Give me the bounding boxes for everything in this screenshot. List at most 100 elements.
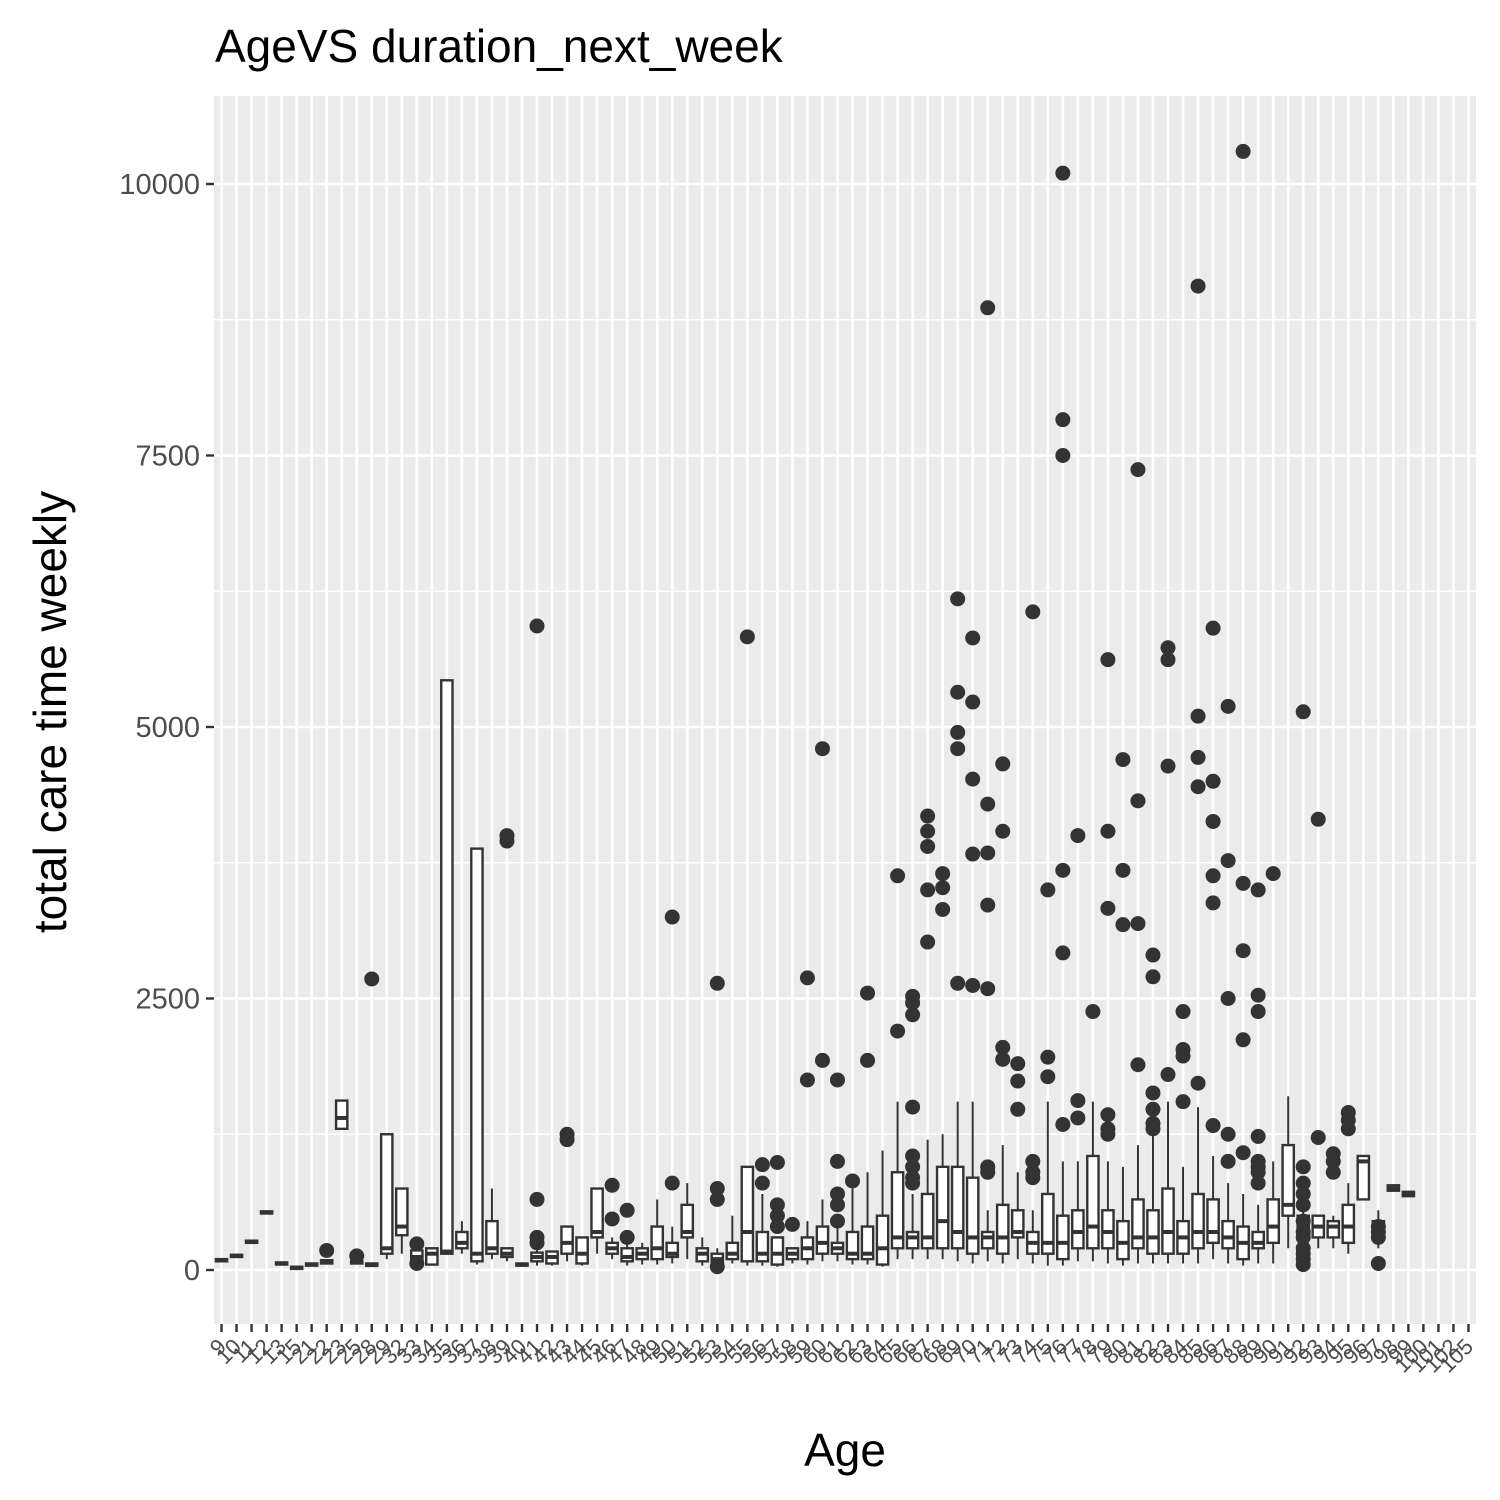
outlier-point bbox=[1115, 862, 1131, 878]
plot-panel bbox=[214, 96, 1476, 1324]
outlier-point bbox=[1070, 828, 1086, 844]
box-body bbox=[725, 1241, 740, 1261]
box-body bbox=[665, 1241, 680, 1259]
box-body bbox=[1010, 1209, 1025, 1239]
outlier-point bbox=[1025, 1153, 1041, 1169]
box-body bbox=[755, 1230, 770, 1263]
box-51 bbox=[680, 1183, 695, 1260]
outlier-point bbox=[1160, 1067, 1176, 1083]
box-body bbox=[1251, 1230, 1265, 1250]
outlier-point bbox=[829, 1197, 845, 1213]
outlier-point bbox=[980, 1164, 996, 1180]
outlier-point bbox=[995, 756, 1011, 772]
outlier-point bbox=[1265, 866, 1281, 882]
box-49 bbox=[650, 1199, 665, 1265]
outlier-point bbox=[1205, 620, 1221, 636]
box-96 bbox=[1356, 1154, 1371, 1201]
outlier-point bbox=[1160, 640, 1176, 656]
outlier-point bbox=[1025, 1170, 1041, 1186]
outlier-point bbox=[1235, 1145, 1251, 1161]
outlier-point bbox=[709, 1259, 725, 1275]
outlier-point bbox=[1220, 698, 1236, 714]
outlier-point bbox=[1340, 1121, 1356, 1137]
box-body bbox=[935, 1165, 950, 1250]
y-tick-label: 2500 bbox=[135, 984, 200, 1016]
box-38 bbox=[485, 1188, 499, 1260]
outlier-point bbox=[950, 724, 966, 740]
y-tick-label: 5000 bbox=[135, 712, 200, 744]
outlier-point bbox=[1010, 1056, 1026, 1072]
outlier-point bbox=[1040, 1069, 1056, 1085]
box-body bbox=[1191, 1192, 1205, 1250]
outlier-point bbox=[529, 618, 545, 634]
box-45 bbox=[590, 1187, 604, 1254]
box-body bbox=[1146, 1209, 1160, 1255]
outlier-point bbox=[845, 1173, 861, 1189]
box-62 bbox=[845, 1173, 861, 1265]
box-97 bbox=[1370, 1210, 1386, 1271]
box-67 bbox=[920, 808, 936, 1260]
box-29 bbox=[379, 1133, 394, 1260]
box-body bbox=[425, 1247, 439, 1266]
outlier-point bbox=[920, 934, 936, 950]
outlier-point bbox=[1055, 448, 1071, 463]
box-body bbox=[860, 1225, 875, 1261]
outlier-point bbox=[1145, 1101, 1161, 1117]
box-76 bbox=[1055, 165, 1071, 1266]
box-53 bbox=[709, 975, 725, 1275]
outlier-point bbox=[1205, 1118, 1221, 1134]
box-91 bbox=[1281, 1096, 1296, 1249]
box-body bbox=[590, 1187, 604, 1239]
outlier-point bbox=[995, 1051, 1011, 1067]
outlier-point bbox=[1295, 1213, 1311, 1229]
outlier-point bbox=[1250, 1175, 1266, 1191]
outlier-point bbox=[995, 823, 1011, 839]
box-93 bbox=[1310, 811, 1326, 1249]
box-body bbox=[1071, 1209, 1085, 1250]
box-body bbox=[950, 1165, 965, 1250]
outlier-point bbox=[905, 1159, 921, 1175]
box-56 bbox=[754, 1157, 770, 1266]
outlier-point bbox=[1220, 1126, 1236, 1142]
box-body bbox=[1101, 1209, 1115, 1250]
outlier-point bbox=[769, 1154, 785, 1170]
outlier-point bbox=[409, 1255, 425, 1271]
outlier-point bbox=[1190, 708, 1206, 724]
outlier-point bbox=[1235, 943, 1251, 959]
outlier-point bbox=[784, 1216, 800, 1232]
outlier-point bbox=[1070, 1110, 1086, 1126]
outlier-point bbox=[1235, 143, 1251, 159]
outlier-point bbox=[980, 300, 996, 316]
outlier-point bbox=[1250, 882, 1266, 898]
outlier-point bbox=[1370, 1229, 1386, 1245]
outlier-point bbox=[905, 1148, 921, 1164]
outlier-point bbox=[754, 1175, 770, 1191]
box-body bbox=[845, 1230, 860, 1261]
outlier-point bbox=[965, 771, 981, 787]
y-tick-label: 7500 bbox=[135, 441, 200, 473]
box-42 bbox=[545, 1250, 559, 1266]
outlier-point bbox=[1295, 1197, 1311, 1213]
box-88 bbox=[1235, 143, 1251, 1266]
outlier-point bbox=[1145, 947, 1161, 963]
outlier-point bbox=[1220, 853, 1236, 869]
outlier-point bbox=[1205, 773, 1221, 789]
outlier-point bbox=[754, 1157, 770, 1173]
outlier-point bbox=[709, 1181, 725, 1197]
box-35 bbox=[440, 679, 454, 1255]
outlier-point bbox=[860, 985, 876, 1001]
outlier-point bbox=[905, 995, 921, 1011]
outlier-point bbox=[1055, 165, 1071, 181]
outlier-point bbox=[980, 981, 996, 997]
outlier-point bbox=[1100, 823, 1116, 839]
box-body bbox=[1086, 1154, 1100, 1250]
outlier-point bbox=[980, 796, 996, 812]
box-body bbox=[379, 1133, 394, 1255]
box-body bbox=[1056, 1214, 1070, 1261]
outlier-point bbox=[890, 868, 906, 884]
box-body bbox=[1040, 1192, 1055, 1255]
box-46 bbox=[604, 1177, 620, 1260]
outlier-point bbox=[349, 1248, 365, 1264]
outlier-point bbox=[1025, 604, 1041, 620]
box-body bbox=[1206, 1198, 1220, 1245]
